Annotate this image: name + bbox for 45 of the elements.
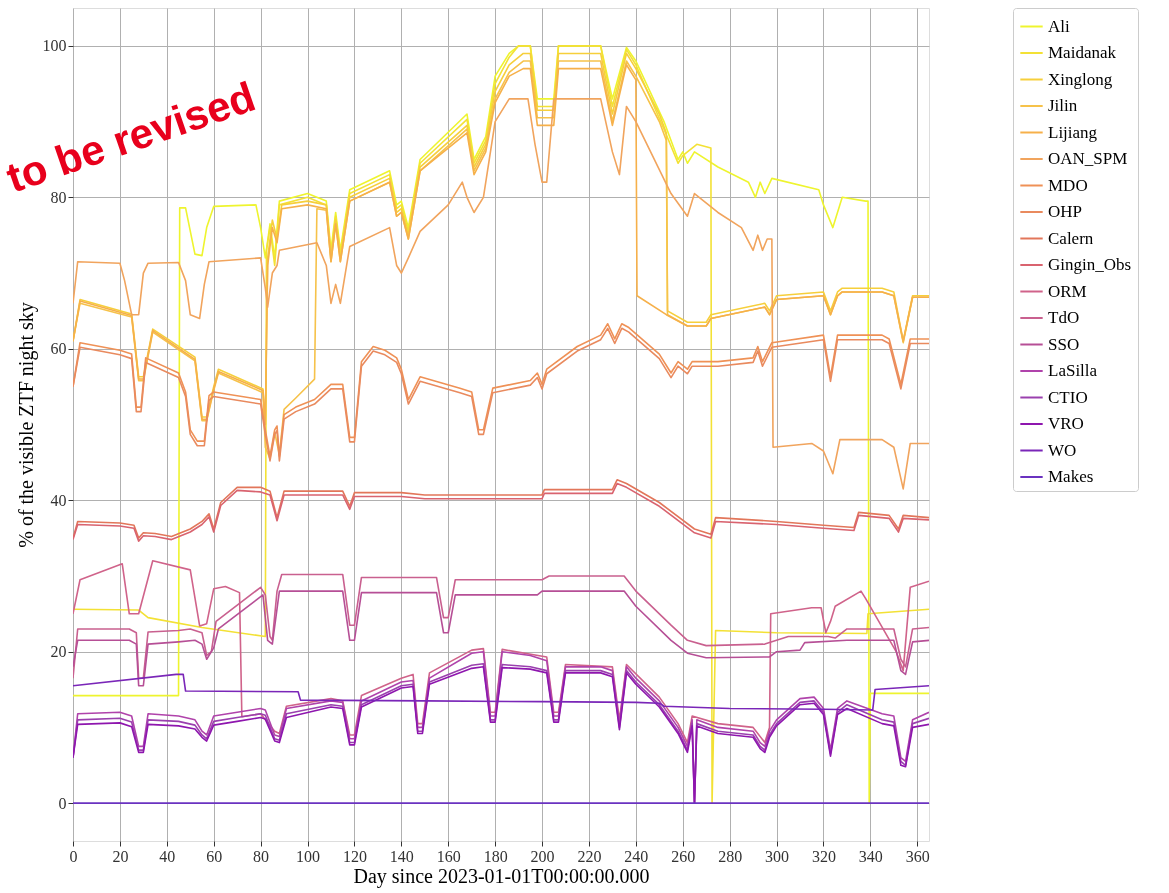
legend-label: Calern	[1048, 228, 1094, 248]
x-tick-label: 320	[811, 847, 836, 865]
x-tick-label: 200	[530, 847, 555, 865]
y-axis-title: % of the visible ZTF night sky	[14, 302, 38, 548]
legend-label: MDO	[1048, 175, 1088, 195]
y-tick-label: 80	[50, 188, 67, 206]
legend-label: OAN_SPM	[1048, 149, 1128, 168]
x-tick-label: 40	[159, 847, 176, 865]
x-tick-label: 60	[206, 847, 223, 865]
legend-label: TdO	[1048, 308, 1080, 327]
legend-label: VRO	[1048, 414, 1084, 433]
y-tick-label: 20	[50, 643, 67, 661]
legend-label: Makes	[1048, 467, 1094, 486]
x-tick-label: 340	[858, 847, 883, 865]
legend-label: Ali	[1048, 16, 1070, 36]
x-tick-label: 120	[342, 847, 367, 865]
x-tick-label: 140	[389, 847, 414, 865]
legend-label: Gingin_Obs	[1048, 255, 1132, 274]
x-tick-label: 180	[483, 847, 508, 865]
legend-label: Xinglong	[1048, 69, 1113, 89]
legend-label: LaSilla	[1048, 361, 1098, 380]
x-tick-label: 360	[905, 847, 930, 865]
x-tick-label: 260	[671, 847, 696, 865]
y-tick-label: 40	[50, 491, 67, 509]
x-tick-label: 20	[112, 847, 129, 865]
x-tick-label: 220	[577, 847, 602, 865]
x-tick-label: 160	[436, 847, 461, 865]
legend-label: Jilin	[1048, 96, 1078, 115]
x-tick-label: 280	[718, 847, 743, 865]
x-tick-label: 240	[624, 847, 649, 865]
x-axis-title: Day since 2023-01-01T00:00:00.000	[353, 864, 650, 888]
legend-label: Maidanak	[1048, 43, 1117, 62]
y-tick-label: 0	[58, 794, 67, 812]
legend-label: SSO	[1048, 334, 1080, 354]
legend-label: Lijiang	[1048, 122, 1098, 142]
x-tick-label: 100	[296, 847, 321, 865]
y-tick-label: 100	[42, 37, 67, 55]
x-tick-label: 300	[765, 847, 790, 865]
legend-label: CTIO	[1048, 387, 1088, 407]
legend-label: WO	[1048, 440, 1077, 460]
x-tick-label: 80	[253, 847, 270, 865]
y-tick-label: 60	[50, 340, 67, 358]
legend-label: ORM	[1048, 281, 1087, 301]
legend-label: OHP	[1048, 202, 1083, 221]
x-tick-label: 0	[69, 847, 78, 865]
